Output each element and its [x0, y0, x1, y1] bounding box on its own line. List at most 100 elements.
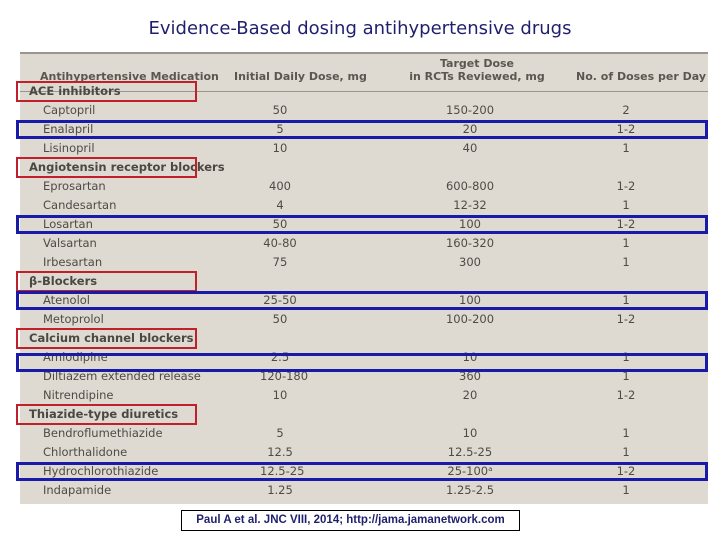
table-row: Metoprolol 50 100-200 1-2 [20, 310, 708, 329]
header-doses-per-day: No. of Doses per Day [576, 70, 706, 83]
table-row: Captopril 50 150-200 2 [20, 101, 708, 120]
header-target-line1: Target Dose [439, 57, 515, 70]
doses-per-day: 1 [622, 350, 630, 364]
doses-per-day: 1 [622, 236, 630, 250]
doses-per-day: 1 [622, 445, 630, 459]
doses-per-day: 1-2 [616, 217, 636, 231]
table-row: Losartan 50 100 1-2 [20, 215, 708, 234]
target-dose: 150-200 [445, 103, 495, 117]
doses-per-day: 1-2 [616, 312, 636, 326]
doses-per-day: 1 [622, 369, 630, 383]
drug-name: Chlorthalidone [43, 445, 128, 459]
highlight-box-ccbs [16, 328, 197, 349]
group-row: β-Blockers [20, 272, 708, 291]
drug-name: Indapamide [43, 483, 112, 497]
doses-per-day: 1-2 [616, 388, 636, 402]
table-row: Enalapril 5 20 1-2 [20, 120, 708, 139]
table-header: Antihypertensive Medication Initial Dail… [20, 52, 708, 92]
doses-per-day: 1 [622, 426, 630, 440]
group-label: ACE inhibitors [29, 84, 121, 98]
table-row: Nitrendipine 10 20 1-2 [20, 386, 708, 405]
highlight-box-hydrochlorothiazide [16, 462, 708, 481]
drug-name: Captopril [43, 103, 96, 117]
target-dose: 100-200 [445, 312, 495, 326]
target-dose: 300 [459, 255, 481, 269]
highlight-box-thiazides [16, 404, 197, 425]
initial-dose: 25-50 [263, 293, 297, 307]
slide-title: Evidence-Based dosing antihypertensive d… [148, 18, 572, 39]
doses-per-day: 1 [622, 255, 630, 269]
drug-name: Atenolol [43, 293, 90, 307]
target-dose: 1.25-2.5 [445, 483, 495, 497]
target-dose: 100 [459, 293, 481, 307]
group-row: Thiazide-type diuretics [20, 405, 708, 424]
table-row: Chlorthalidone 12.5 12.5-25 1 [20, 443, 708, 462]
doses-per-day: 1-2 [616, 179, 636, 193]
doses-per-day: 1 [622, 198, 630, 212]
dosing-table [20, 52, 708, 504]
initial-dose: 5 [276, 426, 284, 440]
doses-per-day: 1 [622, 141, 630, 155]
drug-name: Metoprolol [43, 312, 104, 326]
drug-name: Nitrendipine [43, 388, 114, 402]
group-row: Angiotensin receptor blockers [20, 158, 708, 177]
initial-dose: 10 [272, 388, 288, 402]
header-target-dose: Target Dose in RCTs Reviewed, mg [402, 57, 552, 83]
initial-dose: 12.5-25 [260, 464, 305, 478]
table-row: Diltiazem extended release 120-180 360 1 [20, 367, 708, 386]
target-dose: 20 [462, 122, 478, 136]
group-label: Calcium channel blockers [29, 331, 194, 345]
initial-dose: 1.25 [267, 483, 293, 497]
table-row: Indapamide 1.25 1.25-2.5 1 [20, 481, 708, 500]
target-dose: 40 [462, 141, 478, 155]
initial-dose: 4 [276, 198, 284, 212]
drug-name: Candesartan [43, 198, 117, 212]
doses-per-day: 1 [622, 293, 630, 307]
header-medication: Antihypertensive Medication [40, 70, 219, 83]
target-dose: 600-800 [445, 179, 495, 193]
drug-name: Hydrochlorothiazide [43, 464, 159, 478]
header-target-line2: in RCTs Reviewed, mg [409, 70, 545, 83]
drug-name: Irbesartan [43, 255, 103, 269]
table-row: Lisinopril 10 40 1 [20, 139, 708, 158]
doses-per-day: 1 [622, 483, 630, 497]
initial-dose: 75 [272, 255, 288, 269]
group-label: β-Blockers [29, 274, 98, 288]
table-row: Candesartan 4 12-32 1 [20, 196, 708, 215]
doses-per-day: 1-2 [616, 122, 636, 136]
drug-name: Bendroflumethiazide [43, 426, 163, 440]
group-label: Angiotensin receptor blockers [29, 160, 225, 174]
target-dose: 360 [459, 369, 481, 383]
doses-per-day: 1-2 [616, 464, 636, 478]
target-dose: 12-32 [453, 198, 487, 212]
initial-dose: 50 [272, 217, 288, 231]
initial-dose: 50 [272, 312, 288, 326]
doses-per-day: 2 [622, 103, 630, 117]
initial-dose: 12.5 [267, 445, 293, 459]
drug-name: Valsartan [43, 236, 97, 250]
group-row: ACE inhibitors [20, 82, 708, 101]
highlight-box-enalapril [16, 120, 708, 139]
initial-dose: 400 [269, 179, 291, 193]
highlight-box-arbs [16, 157, 197, 178]
table-row: Bendroflumethiazide 5 10 1 [20, 424, 708, 443]
drug-name: Enalapril [43, 122, 94, 136]
drug-name: Losartan [43, 217, 93, 231]
target-dose: 25-100ᵃ [447, 464, 493, 478]
target-dose: 100 [459, 217, 481, 231]
highlight-box-losartan [16, 215, 708, 234]
highlight-box-amlodipine [16, 353, 708, 372]
drug-name: Diltiazem extended release [43, 369, 201, 383]
target-dose: 10 [462, 426, 478, 440]
highlight-box-beta-blockers [16, 271, 197, 292]
drug-name: Eprosartan [43, 179, 106, 193]
table-row: Atenolol 25-50 100 1 [20, 291, 708, 310]
target-dose: 12.5-25 [447, 445, 493, 459]
initial-dose: 120-180 [260, 369, 309, 383]
initial-dose: 5 [276, 122, 284, 136]
header-initial-dose: Initial Daily Dose, mg [234, 70, 367, 83]
table-row: Valsartan 40-80 160-320 1 [20, 234, 708, 253]
group-label: Thiazide-type diuretics [29, 407, 179, 421]
highlight-box-ace-inhibitors [16, 81, 197, 102]
initial-dose: 10 [272, 141, 288, 155]
